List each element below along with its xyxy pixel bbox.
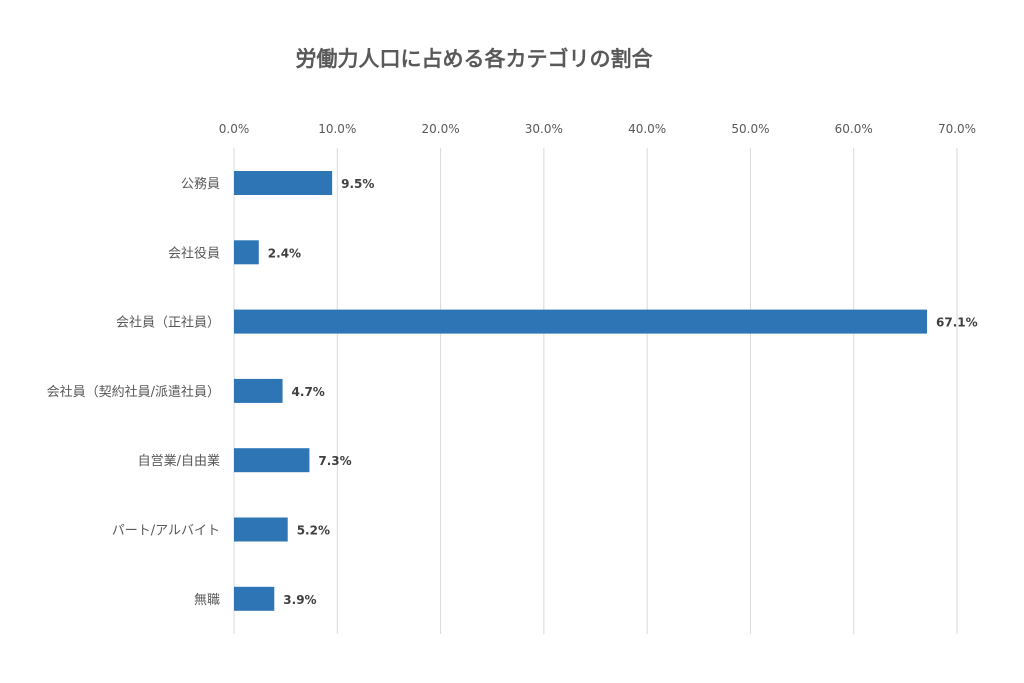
x-tick-label: 20.0% (422, 122, 460, 136)
category-label: 会社員（契約社員/派遣社員） (47, 384, 220, 400)
x-axis-ticks: 0.0% 10.0% 20.0% 30.0% 40.0% 50.0% 60.0% 70.0% (219, 122, 976, 136)
x-tick-label: 40.0% (628, 122, 666, 136)
x-tick-label: 50.0% (731, 122, 769, 136)
x-tick-label: 0.0% (219, 122, 250, 136)
category-label: 会社役員 (168, 245, 220, 261)
category-label: 会社員（正社員） (116, 315, 220, 331)
bar (234, 309, 928, 334)
data-labels: 9.5% 2.4% 67.1% 4.7% 7.3% 5.2% 3.9% (268, 177, 978, 607)
category-label: 自営業/自由業 (138, 453, 220, 469)
x-tick-label: 60.0% (835, 122, 873, 136)
bars (234, 171, 928, 611)
bar (234, 240, 259, 265)
bar (234, 586, 275, 611)
bar (234, 517, 288, 542)
chart-title: 労働力人口に占める各カテゴリの割合 (296, 47, 654, 71)
bar (234, 448, 310, 473)
data-label: 67.1% (936, 316, 978, 330)
data-label: 9.5% (341, 177, 374, 191)
data-label: 7.3% (318, 454, 351, 468)
category-label: パート/アルバイト (112, 524, 220, 539)
x-tick-label: 10.0% (318, 122, 356, 136)
category-label: 公務員 (181, 177, 220, 192)
data-label: 3.9% (283, 593, 316, 607)
x-tick-label: 30.0% (525, 122, 563, 136)
bar (234, 171, 333, 195)
data-label: 5.2% (297, 524, 330, 538)
bar (234, 378, 283, 403)
category-label: 無職 (194, 593, 220, 608)
x-tick-label: 70.0% (938, 122, 976, 136)
data-label: 4.7% (292, 385, 325, 399)
data-label: 2.4% (268, 246, 301, 260)
gridlines (233, 148, 958, 634)
